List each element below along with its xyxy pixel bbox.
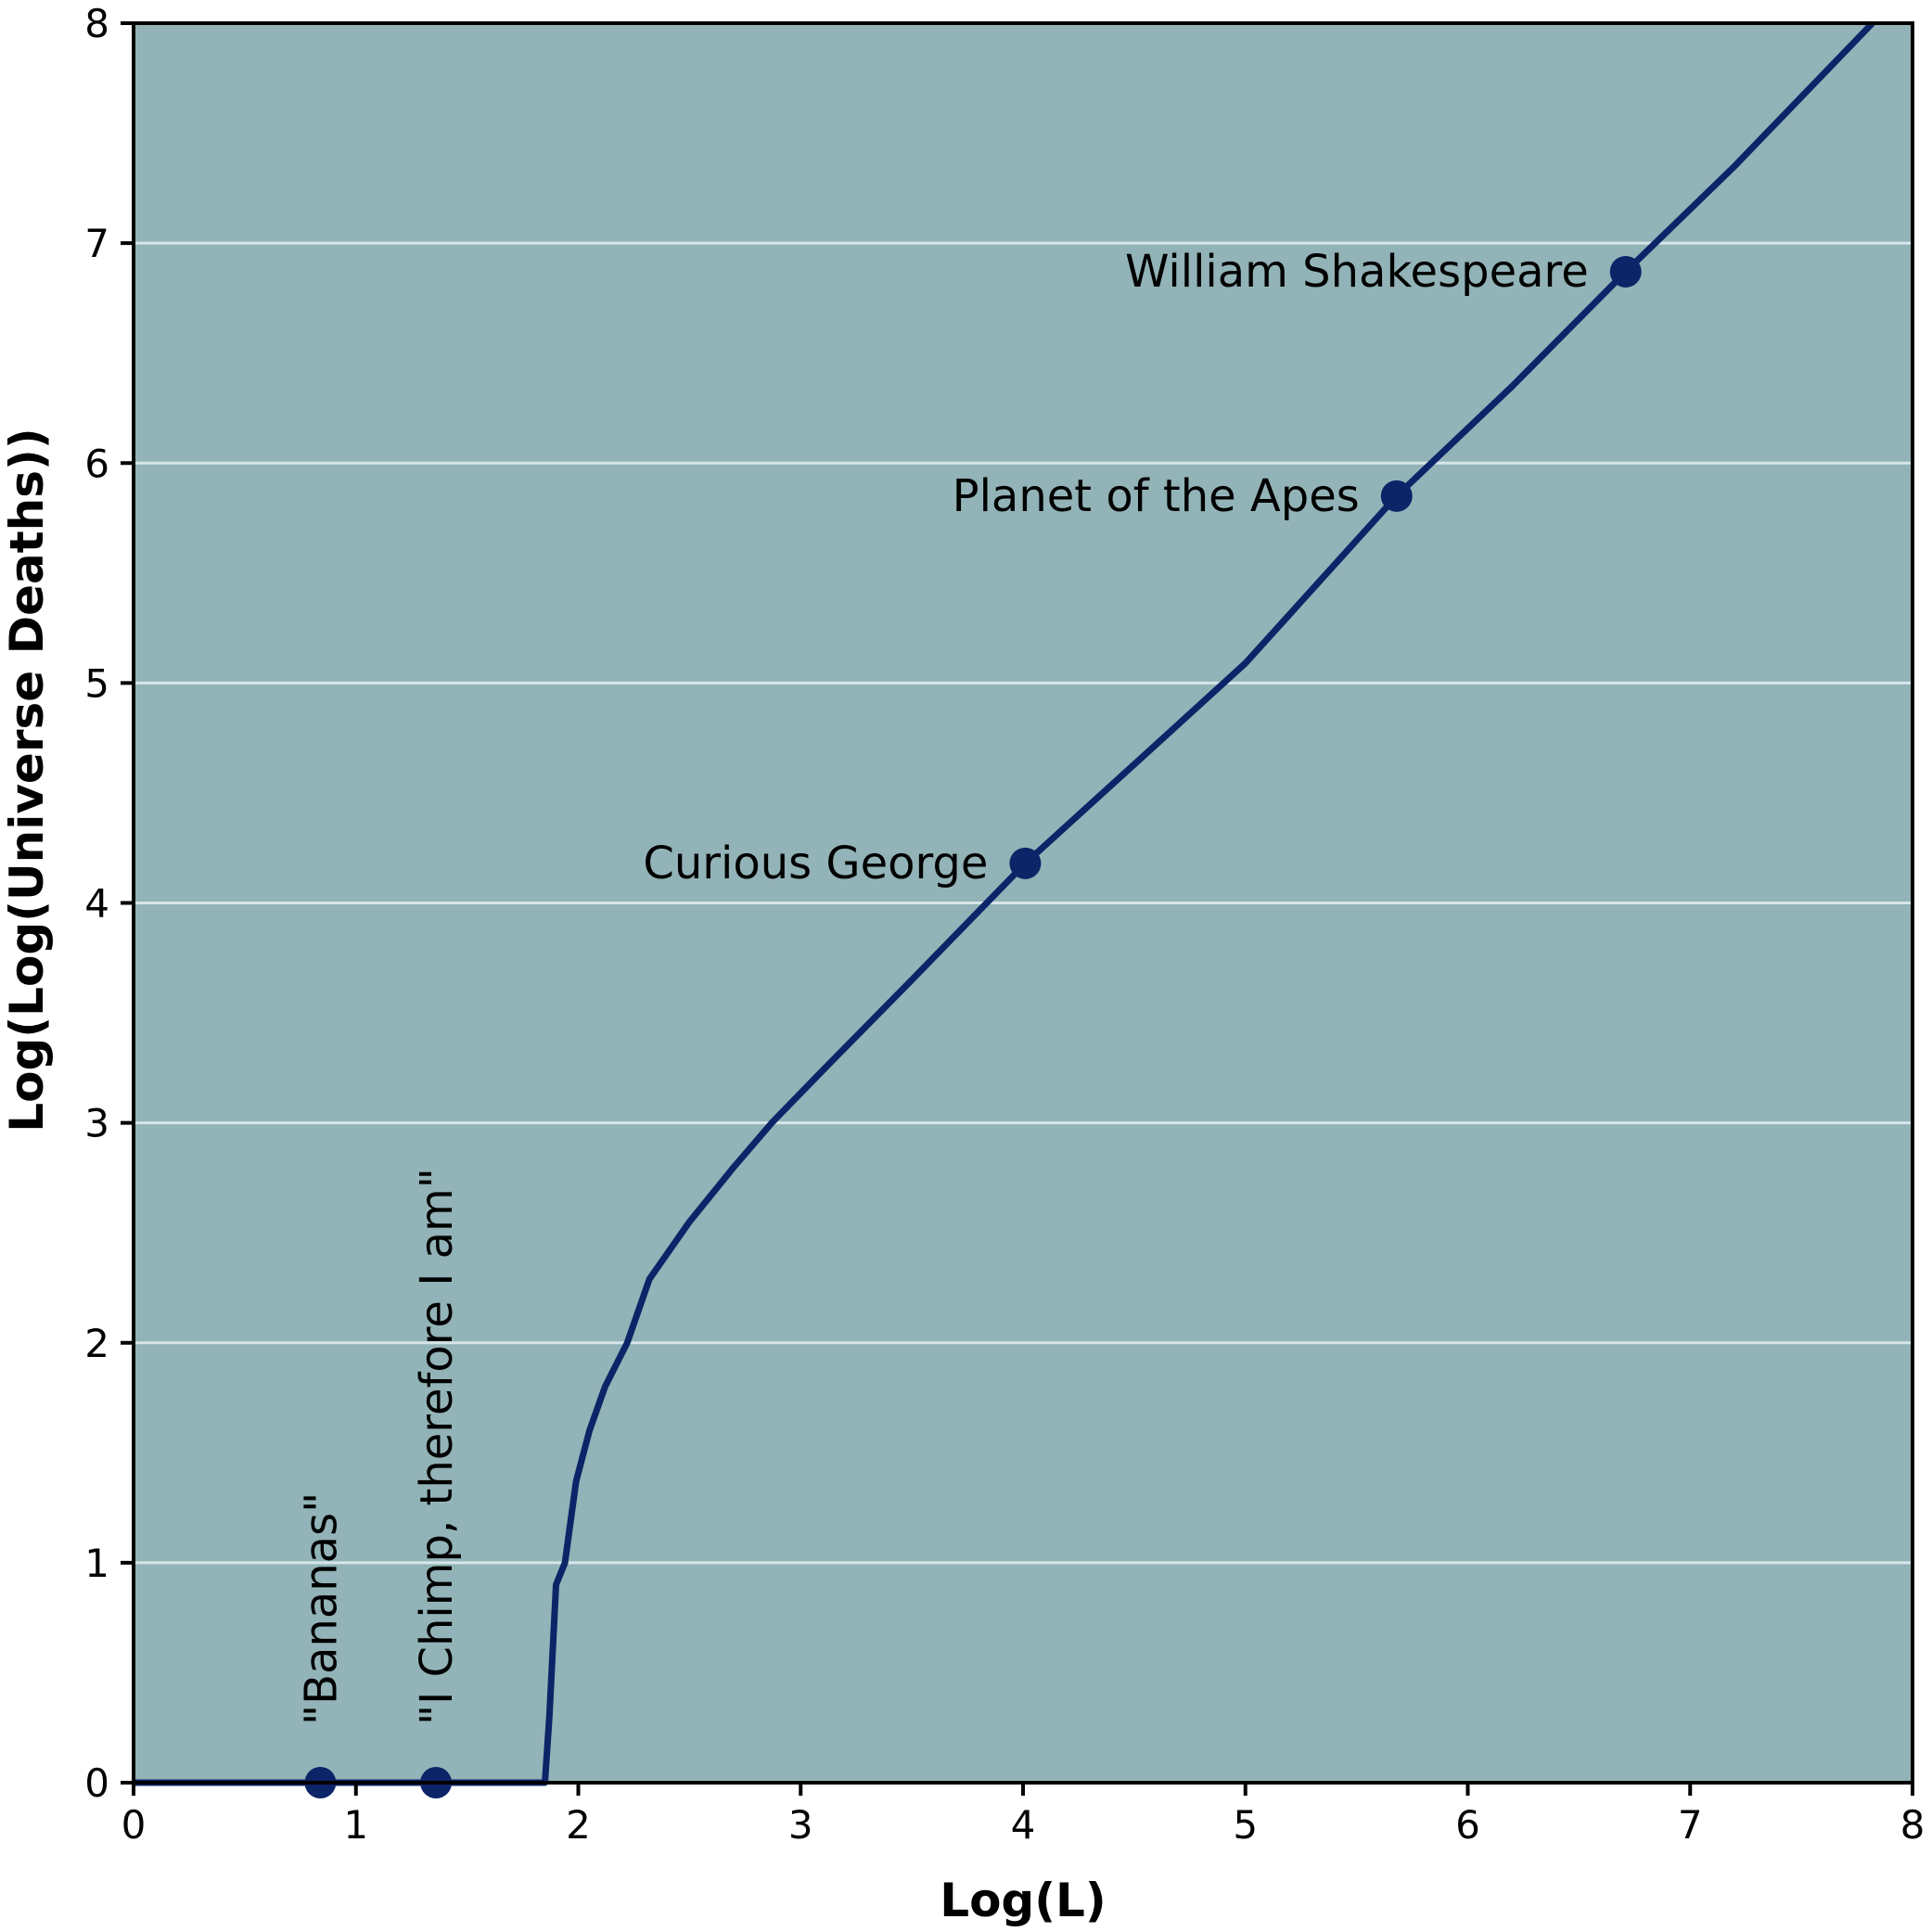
- data-point: [1609, 255, 1642, 288]
- point-label: "Bananas": [295, 1492, 347, 1725]
- point-label: Planet of the Apes: [953, 470, 1360, 522]
- x-tick-label: 2: [566, 1802, 591, 1848]
- y-tick-label: 5: [84, 660, 109, 706]
- data-line: [134, 20, 1875, 1786]
- grid-lines: [134, 241, 1913, 1565]
- y-tick-label: 6: [84, 441, 109, 486]
- y-tick-label: 0: [84, 1760, 109, 1806]
- x-tick-label: 0: [122, 1802, 147, 1848]
- x-tick-label: 4: [1011, 1802, 1036, 1848]
- data-point: [1380, 480, 1413, 512]
- y-tick-label: 3: [84, 1101, 109, 1146]
- point-label: Curious George: [643, 838, 988, 889]
- x-tick-label: 5: [1233, 1802, 1258, 1848]
- x-axis-ticks: 0 1 2 3 4 5 6 7 8: [122, 1783, 1926, 1848]
- y-axis-ticks: 0 1 2 3 4 5 6 7 8: [84, 1, 134, 1806]
- y-tick-label: 8: [84, 1, 109, 46]
- y-tick-label: 4: [84, 881, 109, 927]
- y-axis-label: Log(Log(Universe Deaths)): [0, 428, 54, 1132]
- y-tick-label: 2: [84, 1321, 109, 1366]
- y-tick-label: 1: [84, 1541, 109, 1586]
- x-tick-label: 7: [1678, 1802, 1703, 1848]
- x-axis-label: Log(L): [940, 1874, 1107, 1927]
- point-label: William Shakespeare: [1125, 246, 1589, 298]
- x-tick-label: 1: [343, 1802, 368, 1848]
- x-tick-label: 6: [1455, 1802, 1480, 1848]
- point-annotations: "Bananas" "I Chimp, therefore I am" Curiou…: [295, 246, 1588, 1725]
- y-tick-label: 7: [84, 221, 109, 266]
- point-label: "I Chimp, therefore I am": [411, 1168, 463, 1725]
- x-tick-label: 3: [788, 1802, 813, 1848]
- x-tick-label: 8: [1900, 1802, 1926, 1848]
- data-point: [1009, 847, 1042, 879]
